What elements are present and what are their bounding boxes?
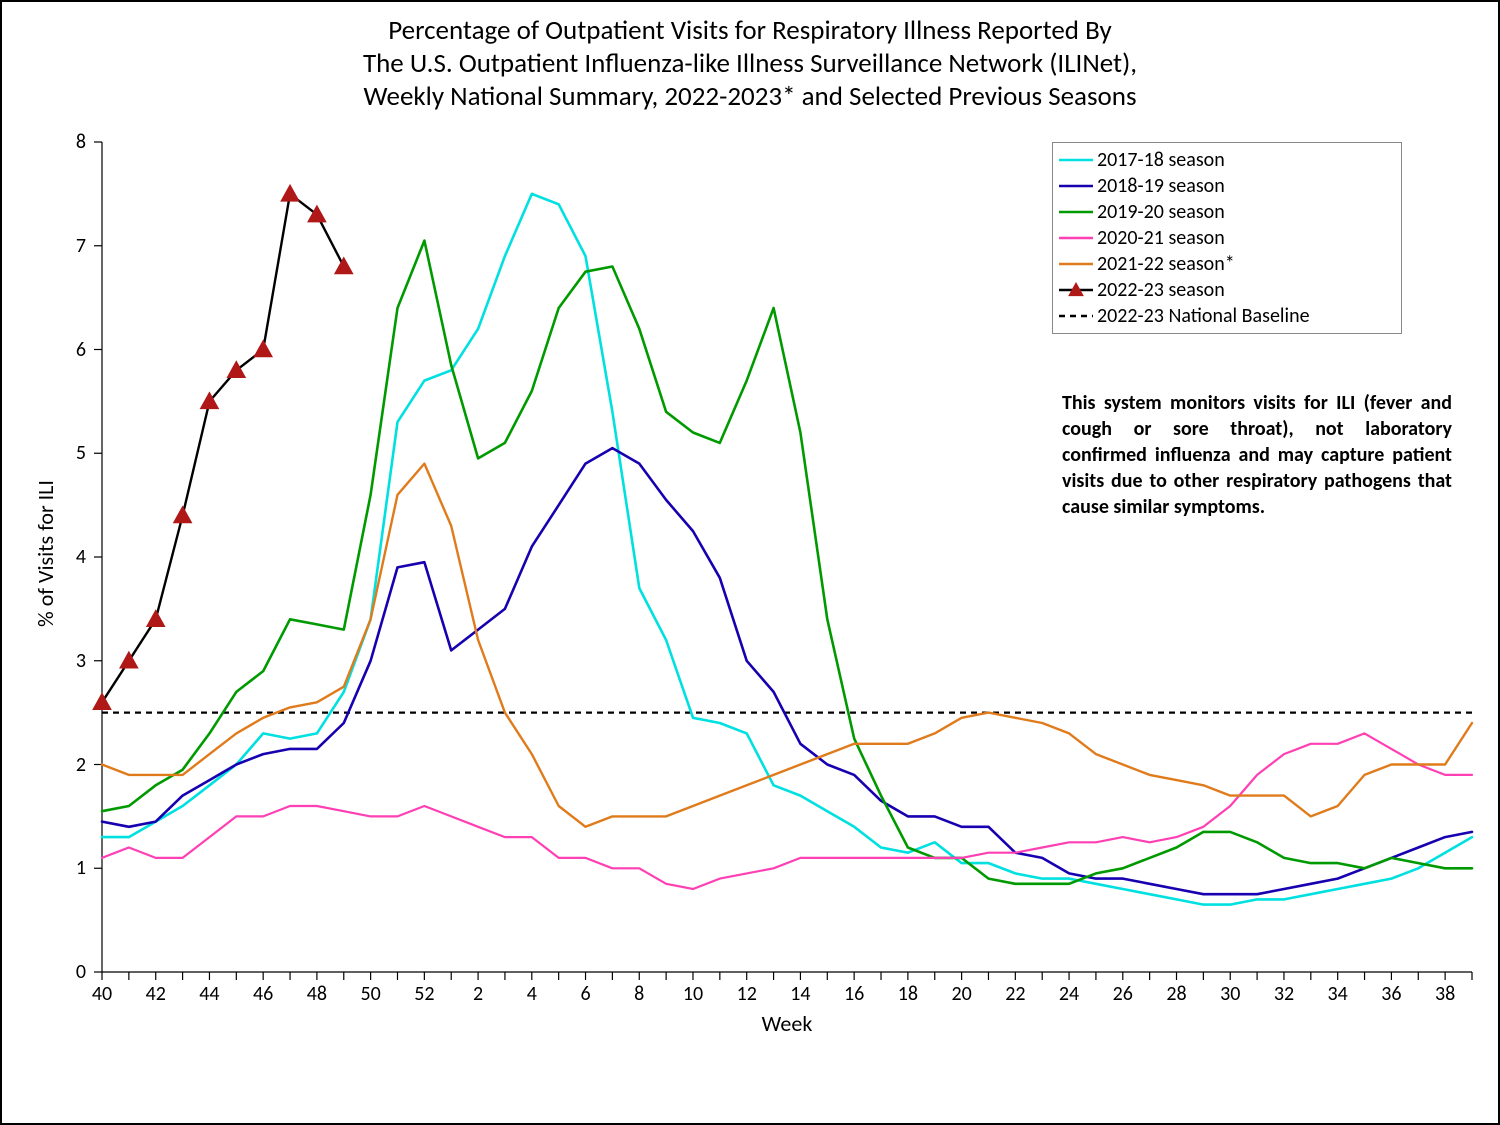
x-tick-label: 22 bbox=[1000, 982, 1030, 1006]
x-tick-label: 16 bbox=[839, 982, 869, 1006]
legend-label: 2020-21 season bbox=[1097, 226, 1225, 250]
legend-label: 2019-20 season bbox=[1097, 200, 1225, 224]
y-tick-label: 8 bbox=[76, 130, 86, 154]
chart-container: Percentage of Outpatient Visits for Resp… bbox=[0, 0, 1500, 1125]
x-tick-label: 14 bbox=[785, 982, 815, 1006]
x-tick-label: 30 bbox=[1215, 982, 1245, 1006]
y-tick-label: 0 bbox=[76, 960, 86, 984]
x-tick-label: 6 bbox=[571, 982, 601, 1006]
x-tick-label: 26 bbox=[1108, 982, 1138, 1006]
x-tick-label: 18 bbox=[893, 982, 923, 1006]
legend-swatch bbox=[1059, 177, 1093, 195]
x-tick-label: 24 bbox=[1054, 982, 1084, 1006]
legend-item: 2018-19 season bbox=[1059, 173, 1395, 199]
legend-label: 2022-23 season bbox=[1097, 278, 1225, 302]
legend-swatch bbox=[1059, 281, 1093, 299]
y-tick-label: 5 bbox=[76, 441, 86, 465]
x-tick-label: 38 bbox=[1430, 982, 1460, 1006]
x-tick-label: 36 bbox=[1376, 982, 1406, 1006]
y-tick-label: 2 bbox=[76, 753, 86, 777]
legend-item: 2017-18 season bbox=[1059, 147, 1395, 173]
x-tick-label: 28 bbox=[1162, 982, 1192, 1006]
legend-swatch bbox=[1059, 151, 1093, 169]
x-tick-label: 32 bbox=[1269, 982, 1299, 1006]
legend-label: 2022-23 National Baseline bbox=[1097, 304, 1310, 328]
legend-label: 2017-18 season bbox=[1097, 148, 1225, 172]
x-tick-label: 52 bbox=[409, 982, 439, 1006]
legend-item: 2022-23 National Baseline bbox=[1059, 303, 1395, 329]
x-tick-label: 44 bbox=[194, 982, 224, 1006]
y-tick-label: 7 bbox=[76, 234, 86, 258]
legend-item: 2021-22 season* bbox=[1059, 251, 1395, 277]
legend: 2017-18 season2018-19 season2019-20 seas… bbox=[1052, 142, 1402, 334]
legend-item: 2022-23 season bbox=[1059, 277, 1395, 303]
x-tick-label: 46 bbox=[248, 982, 278, 1006]
legend-swatch bbox=[1059, 203, 1093, 221]
y-tick-label: 1 bbox=[76, 856, 86, 880]
x-tick-label: 34 bbox=[1323, 982, 1353, 1006]
y-tick-label: 3 bbox=[76, 649, 86, 673]
legend-label: 2018-19 season bbox=[1097, 174, 1225, 198]
x-tick-label: 50 bbox=[356, 982, 386, 1006]
x-tick-label: 2 bbox=[463, 982, 493, 1006]
x-tick-label: 4 bbox=[517, 982, 547, 1006]
legend-item: 2020-21 season bbox=[1059, 225, 1395, 251]
legend-swatch bbox=[1059, 229, 1093, 247]
y-tick-label: 6 bbox=[76, 338, 86, 362]
legend-swatch bbox=[1059, 255, 1093, 273]
x-tick-label: 8 bbox=[624, 982, 654, 1006]
x-tick-label: 42 bbox=[141, 982, 171, 1006]
y-tick-label: 4 bbox=[76, 545, 86, 569]
x-tick-label: 48 bbox=[302, 982, 332, 1006]
legend-item: 2019-20 season bbox=[1059, 199, 1395, 225]
x-tick-label: 12 bbox=[732, 982, 762, 1006]
x-tick-label: 40 bbox=[87, 982, 117, 1006]
x-tick-label: 20 bbox=[947, 982, 977, 1006]
legend-swatch bbox=[1059, 307, 1093, 325]
x-tick-label: 10 bbox=[678, 982, 708, 1006]
explanatory-note: This system monitors visits for ILI (fev… bbox=[1062, 390, 1452, 520]
legend-label: 2021-22 season* bbox=[1097, 252, 1235, 276]
